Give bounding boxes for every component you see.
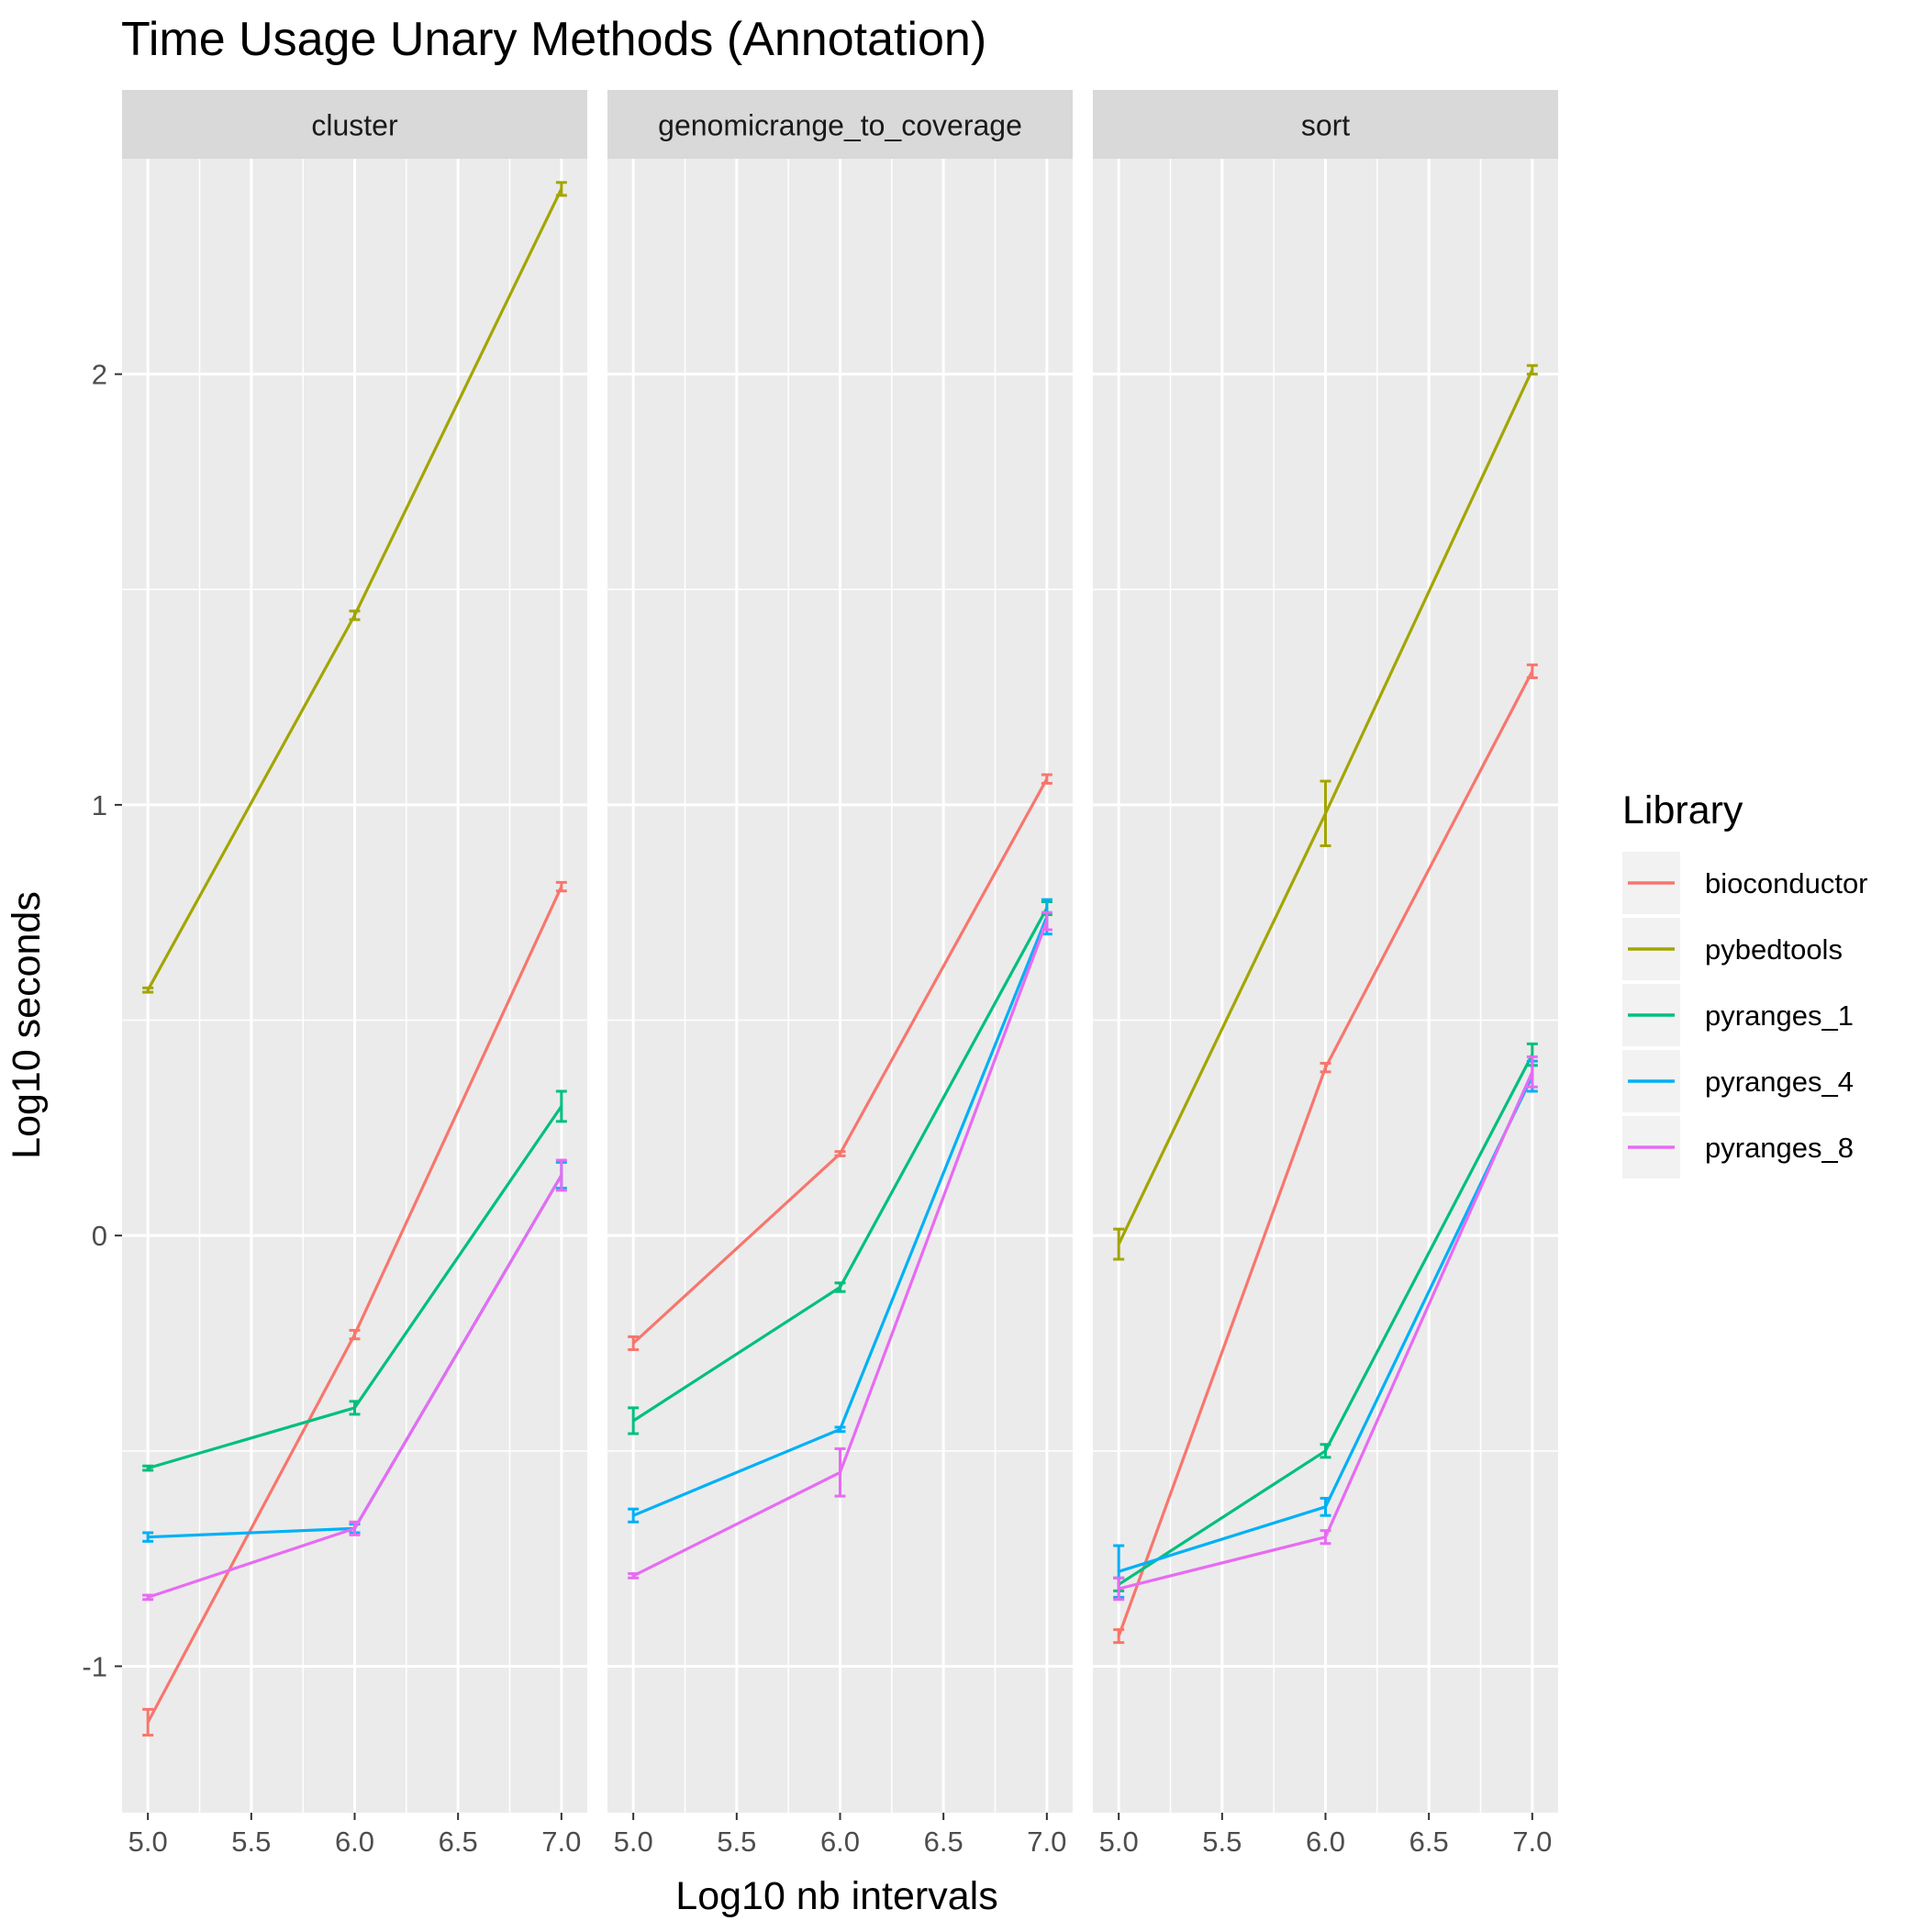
error-bar (1113, 1628, 1125, 1645)
error-bar (349, 609, 361, 621)
x-tick-label: 5.5 (717, 1826, 756, 1858)
x-tick-label: 6.0 (1306, 1826, 1345, 1858)
facet-strip (122, 90, 587, 159)
error-bar (628, 1572, 640, 1580)
x-tick-label: 7.0 (541, 1826, 581, 1858)
series-bioconductor (628, 773, 1053, 1352)
legend-label: pyranges_4 (1705, 1066, 1854, 1098)
error-bar (1526, 1055, 1538, 1089)
facet-strip-label: genomicrange_to_coverage (658, 109, 1022, 142)
facet-strip-label: sort (1301, 109, 1350, 142)
facet-strip (607, 90, 1073, 159)
x-tick-label: 5.5 (1202, 1826, 1242, 1858)
error-bar (1320, 779, 1331, 847)
series-bioconductor (142, 880, 567, 1737)
error-bar (142, 1593, 154, 1602)
error-bar (142, 1464, 154, 1472)
x-tick-label: 6.0 (335, 1826, 374, 1858)
error-bar (555, 181, 567, 197)
y-axis: -1 0 1 2 (82, 359, 122, 1682)
series-pyranges-8 (142, 1158, 567, 1602)
error-bar (349, 1400, 361, 1416)
facet-strip-label: cluster (311, 109, 398, 142)
error-bar (1526, 363, 1538, 376)
legend-item-pyranges-4: pyranges_4 (1622, 1050, 1854, 1112)
error-bar (834, 1150, 846, 1157)
error-bar (1113, 1227, 1125, 1261)
error-bar (1041, 773, 1053, 785)
facet-cluster: cluster 5.0 5.5 6.0 6.5 7.0 (122, 90, 587, 1858)
legend-item-bioconductor: bioconductor (1622, 852, 1868, 914)
error-bar (1113, 1576, 1125, 1602)
series-bioconductor (1113, 663, 1538, 1645)
error-bar (1320, 1443, 1331, 1459)
facet-genomicrange-to-coverage: genomicrange_to_coverage 5.0 5.5 6.0 6.5 7.0 (607, 90, 1073, 1858)
x-tick-label: 7.0 (1027, 1826, 1066, 1858)
legend-label: pyranges_1 (1705, 1000, 1854, 1032)
legend: bioconductor pybedtools pyranges_1 pyranges… (1622, 852, 1868, 1178)
error-bar (349, 1520, 361, 1536)
error-bar (1320, 1496, 1331, 1517)
y-tick-label: 1 (92, 789, 107, 821)
error-bar (555, 880, 567, 893)
error-bar (142, 1707, 154, 1737)
x-tick-label: 5.0 (614, 1826, 653, 1858)
error-bar (1526, 663, 1538, 679)
series-pyranges-8 (1113, 1055, 1538, 1602)
y-tick-label: 2 (92, 359, 107, 391)
series-pyranges-1 (142, 1089, 567, 1472)
error-bar (142, 1531, 154, 1543)
series-pybedtools (1113, 363, 1538, 1261)
error-bar (628, 1507, 640, 1524)
x-tick-label: 6.5 (439, 1826, 478, 1858)
x-tick-label: 6.5 (924, 1826, 964, 1858)
error-bar (834, 1446, 846, 1498)
legend-label: pyranges_8 (1705, 1132, 1854, 1164)
error-bar (142, 986, 154, 994)
y-tick-label: 0 (92, 1220, 107, 1252)
legend-item-pybedtools: pybedtools (1622, 918, 1843, 980)
series-pybedtools (142, 181, 567, 994)
x-tick-label: 5.0 (128, 1826, 168, 1858)
x-axis-label: Log10 nb intervals (675, 1874, 997, 1918)
error-bar (834, 1281, 846, 1293)
legend-label: bioconductor (1705, 867, 1868, 899)
error-bar (349, 1328, 361, 1341)
x-tick-label: 6.5 (1409, 1826, 1449, 1858)
error-bar (1041, 910, 1053, 932)
x-tick-label: 6.0 (820, 1826, 860, 1858)
y-tick-label: -1 (82, 1650, 107, 1682)
error-bar (555, 1089, 567, 1123)
facet-strip (1093, 90, 1558, 159)
error-bar (834, 1425, 846, 1434)
series-pyranges-8 (628, 910, 1053, 1580)
facet-sort: sort 5.0 5.5 6.0 6.5 7.0 (1093, 90, 1558, 1858)
y-axis-label: Log10 seconds (5, 891, 49, 1159)
legend-label: pybedtools (1705, 933, 1843, 966)
legend-title: Library (1622, 788, 1743, 832)
x-tick-label: 5.0 (1099, 1826, 1139, 1858)
chart-title: Time Usage Unary Methods (Annotation) (121, 13, 986, 66)
x-tick-label: 5.5 (231, 1826, 271, 1858)
legend-item-pyranges-8: pyranges_8 (1622, 1116, 1854, 1178)
error-bar (1320, 1061, 1331, 1074)
error-bar (555, 1158, 567, 1192)
error-bar (628, 1335, 640, 1352)
legend-item-pyranges-1: pyranges_1 (1622, 984, 1854, 1046)
error-bar (1320, 1529, 1331, 1546)
x-tick-label: 7.0 (1512, 1826, 1552, 1858)
error-bar (628, 1406, 640, 1435)
